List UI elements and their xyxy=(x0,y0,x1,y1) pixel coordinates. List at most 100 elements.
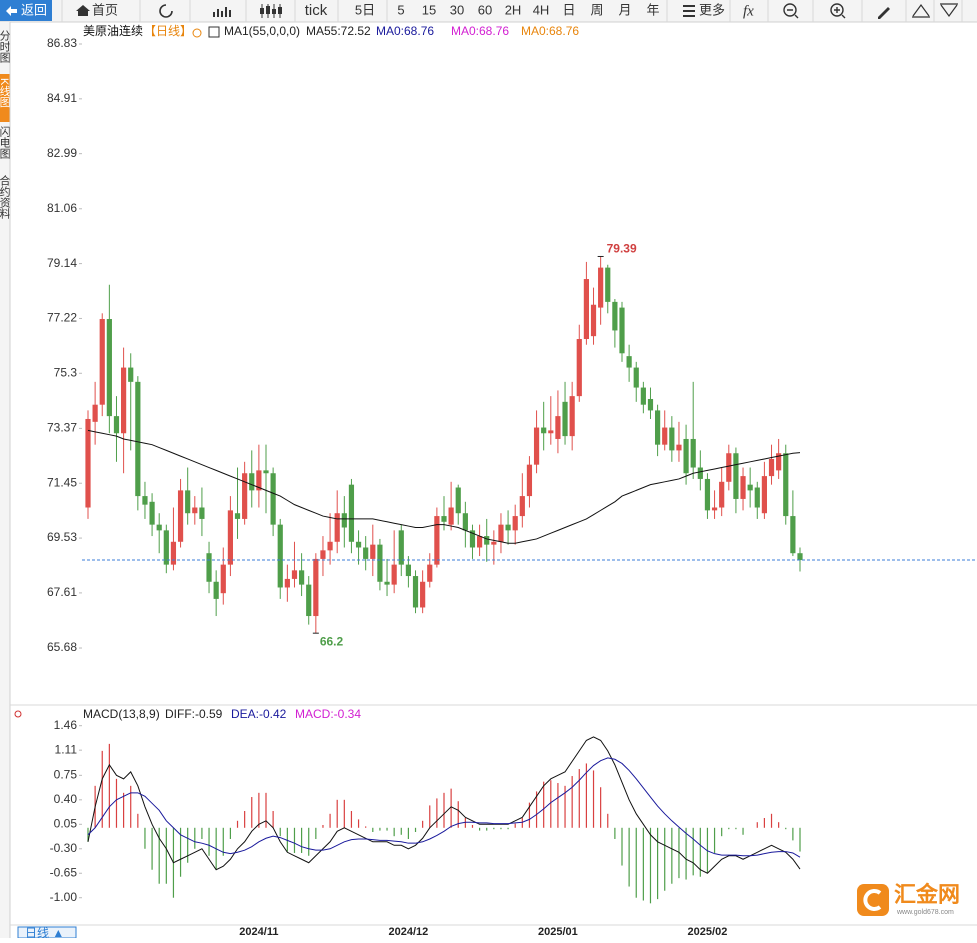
side-bar xyxy=(0,22,10,938)
side-tab[interactable]: 闪电图 xyxy=(0,125,11,160)
candle-body xyxy=(434,516,440,565)
more-button[interactable]: 更多 xyxy=(699,2,725,17)
period-button[interactable]: 周 xyxy=(590,2,603,17)
candle-body xyxy=(256,470,262,491)
side-tab[interactable]: K线图 xyxy=(0,78,11,108)
candle-body xyxy=(505,524,511,531)
candle-body xyxy=(719,481,725,508)
period-button[interactable]: 5 xyxy=(397,2,404,17)
candle-body xyxy=(249,473,255,491)
candle-body xyxy=(192,507,198,514)
candle-body xyxy=(291,570,298,579)
y-tick-label: 79.14 xyxy=(47,256,77,270)
period-button[interactable]: 4H xyxy=(533,2,550,17)
y-tick-label: 71.45 xyxy=(47,475,77,489)
watermark-logo xyxy=(857,884,889,916)
watermark-url: www.gold678.com xyxy=(896,909,954,916)
zoom-out[interactable] xyxy=(783,3,797,17)
candle-body xyxy=(370,544,376,559)
candle-body xyxy=(327,541,333,551)
candle-body xyxy=(484,536,490,545)
candle-body xyxy=(405,564,411,577)
watermark-name: 汇金网 xyxy=(894,882,960,907)
side-tab[interactable]: 分时图 xyxy=(0,30,11,64)
candle-body xyxy=(455,487,461,514)
x-tick-label: 2024/12 xyxy=(389,926,429,938)
period-button[interactable]: 30 xyxy=(450,2,464,17)
refresh-icon[interactable] xyxy=(159,4,173,18)
candle-body xyxy=(398,530,404,565)
candle-body xyxy=(605,267,611,302)
period-button[interactable]: 15 xyxy=(422,2,436,17)
candle-body xyxy=(341,513,347,528)
candle-body xyxy=(469,530,476,548)
candle-body xyxy=(519,496,525,517)
low-annotation: 66.2 xyxy=(320,634,344,648)
bar-icon[interactable] xyxy=(213,7,231,17)
candle-body xyxy=(726,453,732,482)
indicator-icon[interactable] xyxy=(208,26,220,38)
y-tick-label: 81.06 xyxy=(47,201,77,215)
legend-item: DEA:-0.42 xyxy=(231,707,287,721)
candle-icon xyxy=(260,6,282,14)
candle-body xyxy=(640,387,646,405)
candle-body xyxy=(776,453,782,471)
y-tick-label: 0.40 xyxy=(54,792,78,806)
y-tick-label: -0.30 xyxy=(50,841,78,855)
candle-body xyxy=(363,547,369,559)
zoom-in[interactable] xyxy=(830,3,844,17)
period-button[interactable]: 60 xyxy=(478,2,492,17)
candle-body xyxy=(740,476,746,499)
candle-body xyxy=(562,401,568,437)
period-tab-label[interactable]: 日线 ▲ xyxy=(25,926,64,940)
y-tick-label: 65.68 xyxy=(47,640,77,654)
candle-body xyxy=(690,438,696,468)
candle-body xyxy=(92,404,98,422)
y-tick-label: 84.91 xyxy=(47,91,77,105)
active-tab-bg xyxy=(0,74,10,122)
side-tab[interactable]: 合约资料 xyxy=(0,174,11,220)
back-label[interactable]: 返回 xyxy=(21,2,47,17)
period-button[interactable]: 日 xyxy=(562,2,575,17)
candle-body xyxy=(220,564,226,594)
ma-line xyxy=(87,429,801,544)
legend-item: MACD:-0.34 xyxy=(295,707,361,721)
down-tool[interactable] xyxy=(940,3,958,18)
main-legend: MA1(55,0,0,0) MA55:72.52 MA0:68.76 MA0:68.7… xyxy=(224,24,579,38)
candle-body xyxy=(761,476,767,514)
period-button[interactable]: 2H xyxy=(505,2,522,17)
candle-body xyxy=(320,550,326,559)
watermark-logo-mark xyxy=(863,889,882,911)
candle-body xyxy=(790,516,796,554)
candle-body xyxy=(142,496,148,505)
candle-body xyxy=(113,416,120,434)
settings-icon[interactable] xyxy=(192,28,202,38)
candle-body xyxy=(768,458,775,477)
up-tool[interactable] xyxy=(912,3,930,18)
period-button[interactable]: 年 xyxy=(646,2,659,17)
candle-body xyxy=(676,444,682,451)
candle-body xyxy=(277,524,283,588)
candle-body xyxy=(135,381,141,497)
tick-button[interactable]: tick xyxy=(305,2,328,19)
draw-tool[interactable] xyxy=(878,7,890,19)
candle-body xyxy=(306,584,312,617)
period-label: 【日线】 xyxy=(144,24,192,38)
formula-button[interactable]: fx xyxy=(743,3,754,19)
candle-body xyxy=(156,524,162,531)
home-label[interactable]: 首页 xyxy=(92,2,118,17)
candle-body xyxy=(242,473,248,519)
period-button[interactable]: 月 xyxy=(618,2,631,17)
y-tick-label: 1.11 xyxy=(55,742,78,756)
back-button[interactable] xyxy=(0,0,52,21)
candle-body xyxy=(121,367,127,434)
period-buttons: tick 5日 5 15 30 60 2H 4H 日 周 月 年 xyxy=(305,2,660,19)
period-button[interactable]: 5日 xyxy=(355,2,375,17)
candle-body xyxy=(747,484,753,491)
y-tick-label: -1.00 xyxy=(50,890,78,904)
candle-body xyxy=(163,530,169,565)
macd-settings-icon[interactable] xyxy=(14,710,22,718)
candle-body xyxy=(569,396,575,437)
